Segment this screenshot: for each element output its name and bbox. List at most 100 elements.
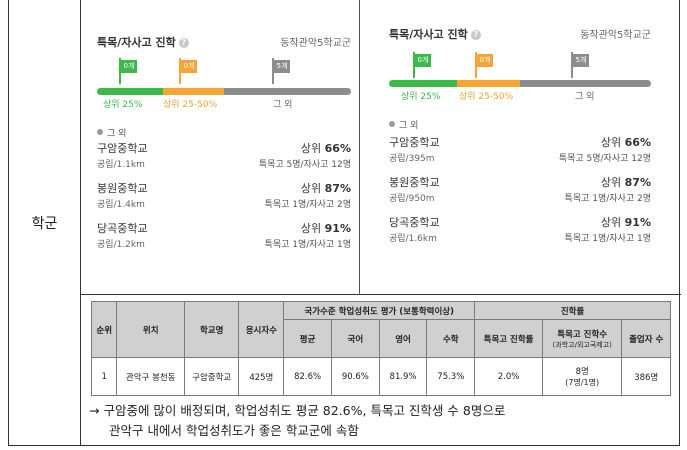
achievement-table: 순위 위치 학교명 응시자수 국가수준 학업성취도 평가 (보통학력이상) 진학… bbox=[90, 301, 671, 396]
list-item[interactable]: 당곡중학교 공립/1.2km 상위 91% 특목고 1명/자사고 1명 bbox=[97, 220, 351, 260]
flag-icon-green: 0개 bbox=[411, 52, 431, 78]
rank-bar-labels: 상위 25% 상위 25-50% 그 외 bbox=[389, 89, 651, 102]
school-admission-detail: 특목고 5명/자사고 12명 bbox=[258, 160, 351, 170]
school-district-name: 동작관악5학교군 bbox=[580, 30, 651, 41]
school-district-name: 동작관악5학교군 bbox=[280, 38, 351, 49]
panel-header: 특목/자사고 진학? 동작관악5학교군 bbox=[97, 34, 351, 50]
col-header-english: 영어 bbox=[378, 319, 428, 358]
other-section-heading: 그 외 bbox=[389, 118, 418, 131]
school-rank: 상위 87% bbox=[301, 180, 351, 196]
panel-title-text: 특목/자사고 진학 bbox=[389, 28, 468, 41]
flag-count: 5개 bbox=[274, 60, 290, 73]
flag-markers: 0개 0개 5개 bbox=[389, 52, 651, 82]
school-name: 봉원중학교 bbox=[97, 182, 148, 195]
school-rank: 상위 91% bbox=[301, 220, 351, 236]
rank-prefix: 상위 bbox=[300, 222, 322, 235]
flag-count: 0개 bbox=[121, 60, 137, 73]
other-section-label: 그 외 bbox=[399, 121, 419, 131]
panel-title: 특목/자사고 진학? bbox=[97, 34, 189, 50]
col-header-special-count: 특목고 진학수 (과학고/외고국제고) bbox=[541, 319, 623, 358]
bar-label-top25: 상위 25% bbox=[401, 92, 441, 102]
stats-section: 순위 위치 학교명 응시자수 국가수준 학업성취도 평가 (보통학력이상) 진학… bbox=[81, 295, 681, 446]
list-item[interactable]: 당곡중학교 공립/1.6km 상위 91% 특목고 1명/자사고 1명 bbox=[389, 214, 651, 254]
flag-count: 0개 bbox=[415, 54, 431, 67]
table-row: 1 관악구 봉천동 구암중학교 425명 82.6% 90.6% 81.9% 7… bbox=[90, 357, 671, 396]
flag-icon-gray: 5개 bbox=[569, 52, 589, 78]
flag-icon-orange: 0개 bbox=[473, 52, 493, 78]
school-rank: 상위 66% bbox=[301, 140, 351, 156]
other-section-label: 그 외 bbox=[107, 129, 127, 139]
col-header-school: 학교명 bbox=[183, 301, 240, 358]
rank-value: 91% bbox=[624, 216, 651, 229]
col-header-rank: 순위 bbox=[90, 301, 118, 358]
school-rank: 상위 66% bbox=[601, 134, 651, 150]
special-count-value: 8명 bbox=[575, 367, 589, 377]
col-header-math: 수학 bbox=[426, 319, 476, 358]
col-header-average: 평균 bbox=[283, 319, 332, 358]
school-type-distance: 공립/1.6km bbox=[389, 234, 437, 244]
col-header-special-rate: 특목고 진학률 bbox=[474, 319, 543, 358]
school-type-distance: 공립/1.1km bbox=[97, 160, 145, 170]
panel-divider bbox=[359, 0, 360, 295]
cell-location: 관악구 봉천동 bbox=[116, 357, 185, 396]
school-district-row: 특목/자사고 진학? 동작관악5학교군 0개 0개 5개 상위 25% 상위 2… bbox=[81, 0, 681, 295]
list-item[interactable]: 봉원중학교 공립/950m 상위 87% 특목고 1명/자사고 2명 bbox=[389, 174, 651, 214]
cell-average: 82.6% bbox=[283, 357, 332, 396]
panel-title: 특목/자사고 진학? bbox=[389, 26, 481, 42]
school-admission-detail: 특목고 1명/자사고 2명 bbox=[264, 200, 351, 210]
flag-count: 5개 bbox=[573, 54, 589, 67]
note-line-1: → 구암중에 많이 배정되며, 학업성취도 평균 82.6%, 특목고 진학생 … bbox=[89, 403, 506, 418]
rank-value: 66% bbox=[624, 136, 651, 149]
cell-math: 75.3% bbox=[426, 357, 476, 396]
list-item[interactable]: 구암중학교 공립/395m 상위 66% 특목고 5명/자사고 12명 bbox=[389, 134, 651, 174]
rank-value: 91% bbox=[324, 222, 351, 235]
cell-graduates: 386명 bbox=[621, 357, 671, 396]
school-admission-detail: 특목고 1명/자사고 1명 bbox=[264, 240, 351, 250]
rank-bar bbox=[389, 80, 651, 87]
special-count-sublabel: (과학고/외고국제고) bbox=[552, 340, 612, 349]
school-type-distance: 공립/395m bbox=[389, 154, 435, 164]
school-type-distance: 공립/1.2km bbox=[97, 240, 145, 250]
list-item[interactable]: 구암중학교 공립/1.1km 상위 66% 특목고 5명/자사고 12명 bbox=[97, 140, 351, 180]
panel-header: 특목/자사고 진학? 동작관악5학교군 bbox=[389, 26, 651, 42]
rank-prefix: 상위 bbox=[600, 216, 622, 229]
cell-special-count: 8명 (7명/1명) bbox=[541, 357, 623, 396]
school-admission-detail: 특목고 5명/자사고 12명 bbox=[558, 154, 651, 164]
district-panel-right: 특목/자사고 진학? 동작관악5학교군 0개 0개 5개 상위 25% 상위 2… bbox=[389, 0, 651, 295]
school-admission-detail: 특목고 1명/자사고 2명 bbox=[564, 194, 651, 204]
flag-count: 0개 bbox=[477, 54, 493, 67]
rank-bar bbox=[97, 88, 351, 95]
list-item[interactable]: 봉원중학교 공립/1.4km 상위 87% 특목고 1명/자사고 2명 bbox=[97, 180, 351, 220]
school-list: 구암중학교 공립/395m 상위 66% 특목고 5명/자사고 12명 봉원중학… bbox=[389, 134, 651, 254]
col-header-korean: 국어 bbox=[330, 319, 380, 358]
school-rank: 상위 91% bbox=[601, 214, 651, 230]
panel-title-text: 특목/자사고 진학 bbox=[97, 36, 176, 49]
rank-prefix: 상위 bbox=[300, 142, 322, 155]
school-name: 당곡중학교 bbox=[97, 222, 148, 235]
col-header-location: 위치 bbox=[116, 301, 185, 358]
rank-value: 87% bbox=[324, 182, 351, 195]
col-header-examinees: 응시자수 bbox=[238, 301, 285, 358]
help-icon[interactable]: ? bbox=[470, 30, 481, 40]
district-panel-left: 특목/자사고 진학? 동작관악5학교군 0개 0개 5개 상위 25% 상위 2… bbox=[97, 0, 351, 295]
cell-english: 81.9% bbox=[378, 357, 428, 396]
bar-label-25-50: 상위 25-50% bbox=[459, 92, 514, 102]
school-name: 당곡중학교 bbox=[389, 216, 440, 229]
school-list: 구암중학교 공립/1.1km 상위 66% 특목고 5명/자사고 12명 봉원중… bbox=[97, 140, 351, 260]
help-icon[interactable]: ? bbox=[178, 38, 189, 48]
rank-value: 66% bbox=[324, 142, 351, 155]
school-name: 구암중학교 bbox=[389, 136, 440, 149]
cell-special-rate: 2.0% bbox=[474, 357, 543, 396]
flag-markers: 0개 0개 5개 bbox=[97, 58, 351, 88]
cell-rank: 1 bbox=[90, 357, 118, 396]
col-header-graduates: 졸업자 수 bbox=[621, 319, 671, 358]
row-label: 학군 bbox=[9, 0, 81, 445]
rank-value: 87% bbox=[624, 176, 651, 189]
bar-label-top25: 상위 25% bbox=[103, 100, 143, 110]
school-name: 봉원중학교 bbox=[389, 176, 440, 189]
document-table: 학군 특목/자사고 진학? 동작관악5학교군 0개 0개 5개 상위 25% 상… bbox=[8, 0, 681, 446]
school-rank: 상위 87% bbox=[601, 174, 651, 190]
flag-icon-orange: 0개 bbox=[177, 58, 197, 84]
school-admission-detail: 특목고 1명/자사고 1명 bbox=[564, 234, 651, 244]
rank-bar-labels: 상위 25% 상위 25-50% 그 외 bbox=[97, 97, 351, 110]
